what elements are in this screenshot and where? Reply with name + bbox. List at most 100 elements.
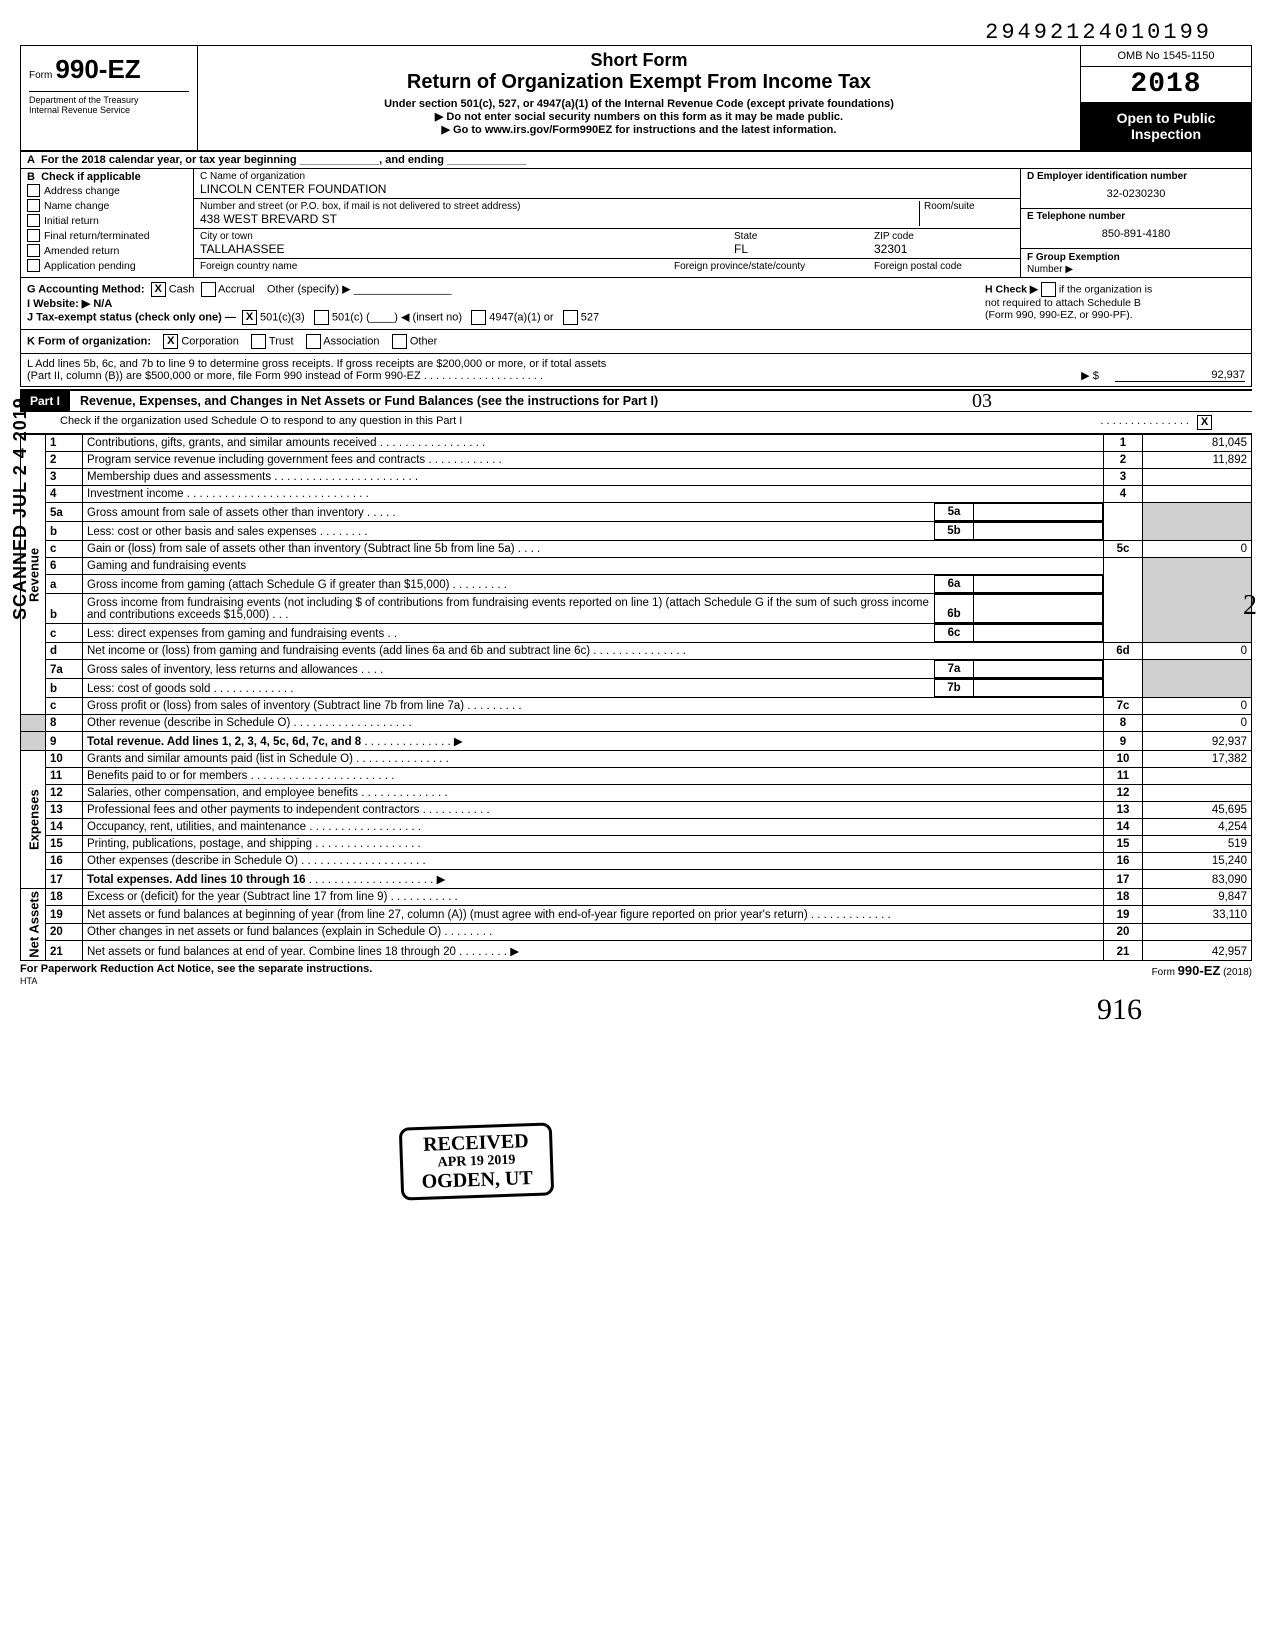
line-18-amt: 9,847: [1143, 889, 1252, 906]
arrow-icon: ▶: [454, 736, 463, 748]
state-value: FL: [734, 242, 874, 256]
line-14-desc: Occupancy, rent, utilities, and maintena…: [87, 821, 306, 833]
line-1-desc: Contributions, gifts, grants, and simila…: [87, 437, 377, 449]
telephone-value: 850-891-4180: [1027, 222, 1245, 246]
street-address: 438 WEST BREVARD ST: [200, 212, 919, 226]
label-initial-return: Initial return: [44, 215, 99, 227]
checkbox-initial-return[interactable]: [27, 214, 40, 227]
title-under: Under section 501(c), 527, or 4947(a)(1)…: [208, 98, 1070, 110]
line-16-amt: 15,240: [1143, 853, 1252, 870]
label-application-pending: Application pending: [44, 260, 136, 272]
line-5c-amt: 0: [1143, 541, 1252, 558]
footer-hta: HTA: [20, 976, 37, 986]
line-6-desc: Gaming and fundraising events: [83, 558, 1104, 575]
line-9-amt: 92,937: [1143, 732, 1252, 751]
stamp-received: RECEIVED: [420, 1130, 532, 1156]
dept-treasury: Department of the Treasury: [29, 91, 189, 105]
label-4947: 4947(a)(1) or: [489, 311, 553, 323]
checkbox-name-change[interactable]: [27, 199, 40, 212]
stamp-location: OGDEN, UT: [421, 1167, 533, 1193]
line-7a-no: 7a: [935, 661, 974, 678]
line-11-amt: [1143, 768, 1252, 785]
checkbox-4947a1[interactable]: [471, 310, 486, 325]
checkbox-trust[interactable]: [251, 334, 266, 349]
line-3-amt: [1143, 469, 1252, 486]
line-a: For the 2018 calendar year, or tax year …: [41, 154, 527, 166]
checkbox-501c3[interactable]: X: [242, 310, 257, 325]
line-19-no: 19: [1104, 906, 1143, 923]
handwritten-03: 03: [972, 390, 992, 413]
stamp-date: APR 19 2019: [421, 1152, 533, 1171]
checkbox-other-org[interactable]: [392, 334, 407, 349]
line-6b-no: 6b: [935, 595, 974, 623]
label-foreign-postal: Foreign postal code: [874, 261, 1014, 272]
label-i-website: I Website: ▶ N/A: [27, 298, 112, 310]
line-1-amt: 81,045: [1143, 435, 1252, 452]
line-8-amt: 0: [1143, 715, 1252, 732]
org-name: LINCOLN CENTER FOUNDATION: [200, 182, 1014, 196]
checkbox-amended-return[interactable]: [27, 244, 40, 257]
line-19-amt: 33,110: [1143, 906, 1252, 923]
zip-value: 32301: [874, 242, 1014, 256]
line-7a-desc: Gross sales of inventory, less returns a…: [87, 664, 358, 676]
label-501c3: 501(c)(3): [260, 311, 305, 323]
check-if-applicable: Check if applicable: [41, 171, 141, 183]
line-6a-desc: Gross income from gaming (attach Schedul…: [87, 579, 449, 591]
line-17-desc: Total expenses. Add lines 10 through 16: [87, 874, 306, 886]
line-6d-desc: Net income or (loss) from gaming and fun…: [87, 645, 590, 657]
line-15-no: 15: [1104, 836, 1143, 853]
line-12-no: 12: [1104, 785, 1143, 802]
checkbox-schedule-o-part1[interactable]: X: [1197, 415, 1212, 430]
line-10-amt: 17,382: [1143, 751, 1252, 768]
line-3-no: 3: [1104, 469, 1143, 486]
line-21-desc: Net assets or fund balances at end of ye…: [87, 946, 456, 958]
line-13-desc: Professional fees and other payments to …: [87, 804, 419, 816]
title-goto: ▶ Go to www.irs.gov/Form990EZ for instru…: [208, 123, 1070, 136]
label-insert-no: ) ◀ (insert no): [394, 311, 462, 323]
line-17-no: 17: [1104, 870, 1143, 889]
checkbox-corporation[interactable]: X: [163, 334, 178, 349]
line-6c-desc: Less: direct expenses from gaming and fu…: [87, 628, 384, 640]
handwritten-2: 2: [1243, 590, 1257, 622]
checkbox-application-pending[interactable]: [27, 259, 40, 272]
checkbox-final-return[interactable]: [27, 229, 40, 242]
line-l-2: (Part II, column (B)) are $500,000 or mo…: [27, 370, 421, 382]
label-zip: ZIP code: [874, 231, 1014, 242]
checkbox-527[interactable]: [563, 310, 578, 325]
label-corporation: Corporation: [181, 335, 238, 347]
line-4-amt: [1143, 486, 1252, 503]
line-16-desc: Other expenses (describe in Schedule O): [87, 855, 298, 867]
line-16-no: 16: [1104, 853, 1143, 870]
checkbox-accrual[interactable]: [201, 282, 216, 297]
line-7c-amt: 0: [1143, 698, 1252, 715]
part-1-title: Revenue, Expenses, and Changes in Net As…: [70, 394, 658, 408]
label-foreign-country: Foreign country name: [200, 261, 674, 272]
line-14-amt: 4,254: [1143, 819, 1252, 836]
label-street: Number and street (or P.O. box, if mail …: [200, 201, 919, 212]
omb-no: OMB No 1545-1150: [1081, 46, 1251, 67]
line-18-desc: Excess or (deficit) for the year (Subtra…: [87, 891, 387, 903]
label-final-return: Final return/terminated: [44, 230, 150, 242]
line-l-1: L Add lines 5b, 6c, and 7b to line 9 to …: [27, 358, 1065, 370]
checkbox-h[interactable]: [1041, 282, 1056, 297]
label-j: J Tax-exempt status (check only one) —: [27, 311, 236, 323]
inspection: Inspection: [1085, 126, 1247, 142]
line-6a-no: 6a: [935, 576, 974, 593]
checkbox-501c[interactable]: [314, 310, 329, 325]
line-8-desc: Other revenue (describe in Schedule O): [87, 717, 290, 729]
line-11-desc: Benefits paid to or for members: [87, 770, 247, 782]
line-9-no: 9: [1104, 732, 1143, 751]
line-6d-no: 6d: [1104, 643, 1143, 660]
form-number: 990-EZ: [55, 54, 140, 84]
label-a: A: [27, 154, 41, 166]
line-4-desc: Investment income: [87, 488, 184, 500]
line-20-desc: Other changes in net assets or fund bala…: [87, 926, 441, 938]
footer-form-no: Form 990-EZ (2018): [1152, 963, 1252, 987]
line-20-amt: [1143, 923, 1252, 940]
line-7c-desc: Gross profit or (loss) from sales of inv…: [87, 700, 464, 712]
checkbox-cash[interactable]: X: [151, 282, 166, 297]
arrow-icon: ▶: [510, 946, 519, 958]
checkbox-address-change[interactable]: [27, 184, 40, 197]
checkbox-association[interactable]: [306, 334, 321, 349]
line-1-no: 1: [1104, 435, 1143, 452]
